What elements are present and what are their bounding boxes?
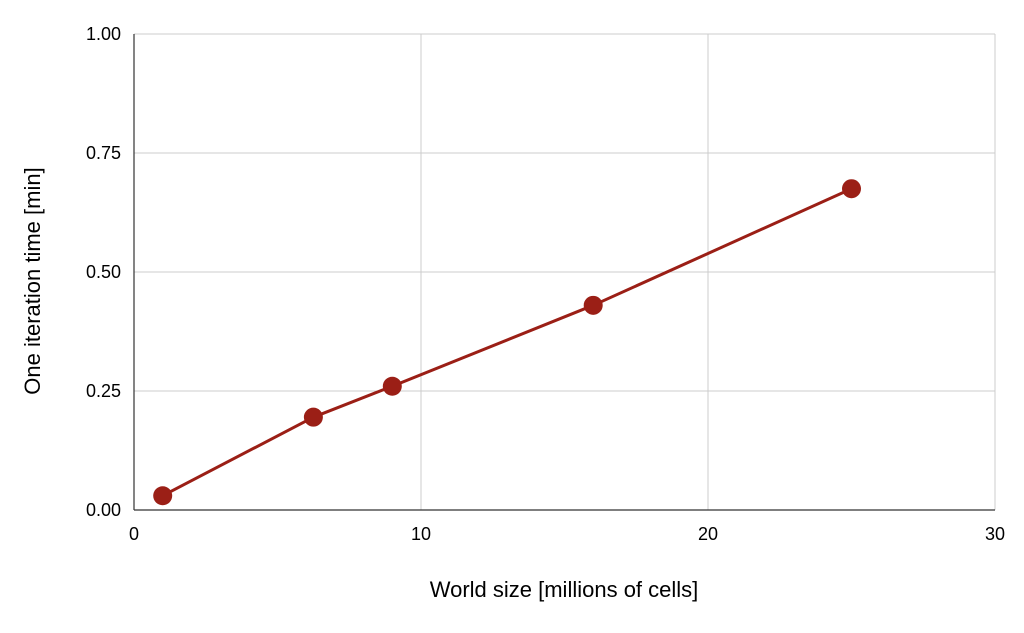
axis-layer [133, 34, 995, 511]
data-point [842, 179, 861, 199]
y-tick-label: 0.50 [86, 262, 121, 282]
x-axis-title: World size [millions of cells] [430, 577, 699, 602]
grid-layer [134, 33, 996, 510]
x-tick-label: 30 [985, 524, 1005, 544]
series-layer [153, 179, 861, 506]
y-tick-label: 0.25 [86, 381, 121, 401]
y-tick-label: 1.00 [86, 24, 121, 44]
x-tick-label: 20 [698, 524, 718, 544]
y-tick-label: 0.75 [86, 143, 121, 163]
data-point [303, 407, 323, 427]
x-tick-label: 10 [411, 524, 431, 544]
y-tick-label: 0.00 [86, 500, 121, 520]
data-point [153, 486, 173, 506]
y-axis-title: One iteration time [min] [20, 167, 45, 394]
series-line [162, 187, 853, 498]
data-point [583, 295, 603, 315]
x-tick-label: 0 [129, 524, 139, 544]
label-layer: World size [millions of cells] One itera… [20, 24, 1005, 602]
data-point [382, 376, 402, 396]
